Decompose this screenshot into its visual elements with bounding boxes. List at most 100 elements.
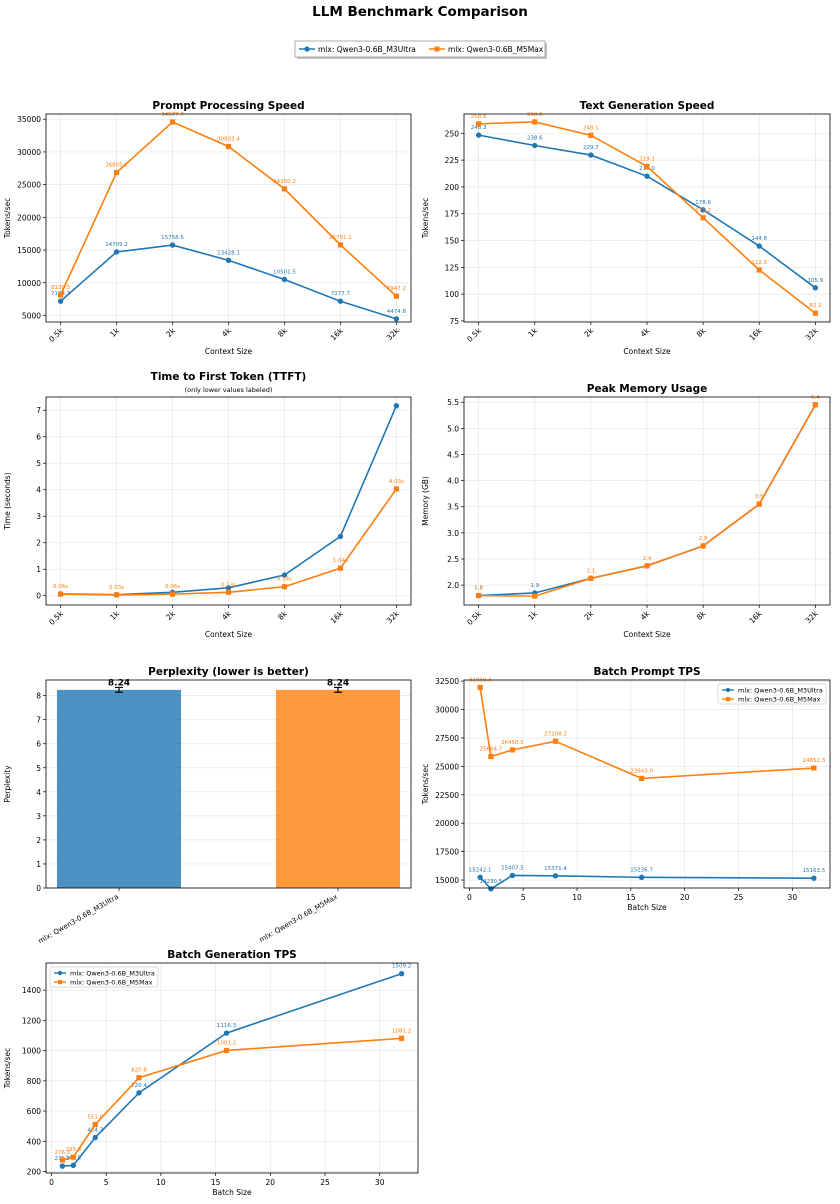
data-label: 15242.1: [469, 867, 492, 873]
data-point: [638, 874, 645, 881]
y-tick-label: 20000: [435, 819, 459, 828]
data-label: 23943.0: [630, 768, 653, 774]
x-axis-label: Batch Size: [627, 903, 667, 912]
data-label: 511.0: [87, 1115, 103, 1121]
data-point: [169, 119, 176, 125]
legend-label: mlx: Qwen3-0.6B_M3Ultra: [70, 969, 155, 977]
data-point: [588, 152, 594, 158]
data-point: [57, 298, 64, 304]
x-tick-label: 8k: [695, 609, 708, 622]
data-point: [113, 249, 120, 255]
data-label: 171.2: [695, 208, 711, 214]
data-point: [337, 565, 344, 571]
data-point: [552, 738, 559, 744]
x-tick-label: 16k: [747, 326, 764, 343]
data-point: [588, 575, 594, 581]
chart-panel-5: Batch Prompt TPS 15000 17500 20000 22500 2500…: [421, 666, 831, 912]
chart-title: Perplexity (lower is better): [148, 666, 309, 678]
data-label: 1.04s: [333, 558, 348, 564]
data-label: 1.8: [474, 586, 483, 592]
y-tick-label: 5: [36, 459, 41, 468]
y-tick-label: 175: [445, 210, 460, 219]
grid: [464, 680, 830, 888]
bar: [56, 689, 182, 888]
y-axis-label: Tokens/sec: [3, 1048, 12, 1089]
data-point: [169, 242, 176, 248]
y-tick-label: 1000: [22, 1047, 41, 1056]
x-tick-label: 32k: [804, 609, 821, 626]
bar: [275, 689, 401, 888]
axes-frame: [463, 113, 831, 323]
data-label: 24350.2: [273, 179, 296, 185]
y-tick-label: 100: [445, 290, 460, 299]
data-label: 720.4: [131, 1083, 147, 1089]
data-point: [700, 215, 706, 221]
x-tick-label: 32k: [385, 609, 402, 626]
data-label: 210.0: [639, 166, 655, 172]
data-point: [337, 298, 344, 304]
series-1: 8130.5 26855.1 34577.7 30832.4 24350.2 15791.…: [51, 112, 406, 299]
data-label: 105.9: [807, 278, 823, 284]
chart-title: Time to First Token (TTFT): [151, 371, 307, 383]
x-tick-label: 32k: [804, 326, 821, 343]
x-tick-label: 8k: [695, 326, 708, 339]
x-tick-label: 16k: [329, 326, 346, 343]
x-tick-label: 20: [680, 893, 690, 902]
data-label: 7947.2: [387, 286, 406, 292]
data-label: 1081.2: [392, 1028, 411, 1034]
y-tick-label: 25000: [17, 181, 41, 190]
data-point: [393, 316, 400, 322]
y-tick-label: 4.5: [447, 450, 459, 459]
grid: [464, 397, 830, 605]
data-point: [552, 873, 559, 879]
legend-marker-square: [434, 46, 440, 52]
data-label: 122.5: [751, 260, 767, 266]
chart-panel-0: Prompt Processing Speed 5000 10000 15000 200…: [3, 100, 412, 356]
data-label: 15236.7: [630, 867, 653, 873]
x-tick-label: 5: [521, 893, 526, 902]
data-point: [92, 1121, 98, 1128]
data-point: [644, 173, 650, 179]
x-tick-label: 0: [467, 893, 472, 902]
data-point: [811, 765, 817, 771]
charts: Prompt Processing Speed50001000015000200…: [3, 100, 831, 1197]
chart-panel-4: Perplexity (lower is better) 0 1 2 3 4 5 6 7 8 mlx…: [3, 666, 412, 946]
data-point: [113, 592, 120, 598]
series-0: 248.3 238.6 229.7 210.0 178.6 144.8 105.9: [471, 125, 824, 291]
data-point: [532, 593, 538, 599]
x-tick-label: 1k: [108, 326, 121, 339]
y-tick-label: 2: [36, 539, 41, 548]
data-point: [59, 1163, 66, 1169]
x-tick-label: 0: [49, 1178, 54, 1187]
y-tick-label: 6: [36, 433, 41, 442]
series-0: 15242.1 14230.5 15407.5 15371.4 15236.7 15163…: [469, 865, 826, 892]
data-label: 31939.3: [469, 678, 492, 684]
y-tick-label: 800: [27, 1077, 42, 1086]
x-tick-label: mlx: Qwen3-0.6B_M3Ultra: [37, 893, 120, 946]
axes-frame: [463, 679, 831, 889]
x-axis-label: Context Size: [205, 347, 253, 356]
data-label: 260.6: [527, 112, 543, 118]
legend-label: mlx: Qwen3-0.6B_M5Max: [738, 695, 821, 703]
data-label: 5.4: [811, 395, 820, 401]
data-point: [136, 1075, 142, 1081]
chart-panel-1: Text Generation Speed 75 100 125 150 175 200 22…: [421, 100, 831, 356]
data-label: 1509.2: [392, 964, 411, 970]
y-tick-label: 2.0: [447, 581, 459, 590]
data-point: [588, 132, 594, 138]
x-axis-label: Context Size: [623, 630, 671, 639]
data-label: 1116.3: [217, 1023, 237, 1029]
data-label: 820.8: [131, 1068, 147, 1074]
data-label: 144.8: [751, 236, 767, 242]
x-tick-label: 20: [266, 1178, 276, 1187]
grid: [46, 114, 411, 322]
data-label: 15758.6: [161, 235, 184, 241]
data-label: 219.1: [639, 156, 655, 162]
legend-entry-m3ultra: mlx: Qwen3-0.6B_M3Ultra: [299, 45, 416, 54]
data-label: 7177.7: [331, 291, 351, 297]
series-1: 1.8 2.1 2.4 2.8 3.5 5.4: [474, 395, 820, 599]
chart-subtitle: (only lower values labeled): [185, 386, 273, 394]
data-label: 14230.5: [480, 879, 503, 885]
